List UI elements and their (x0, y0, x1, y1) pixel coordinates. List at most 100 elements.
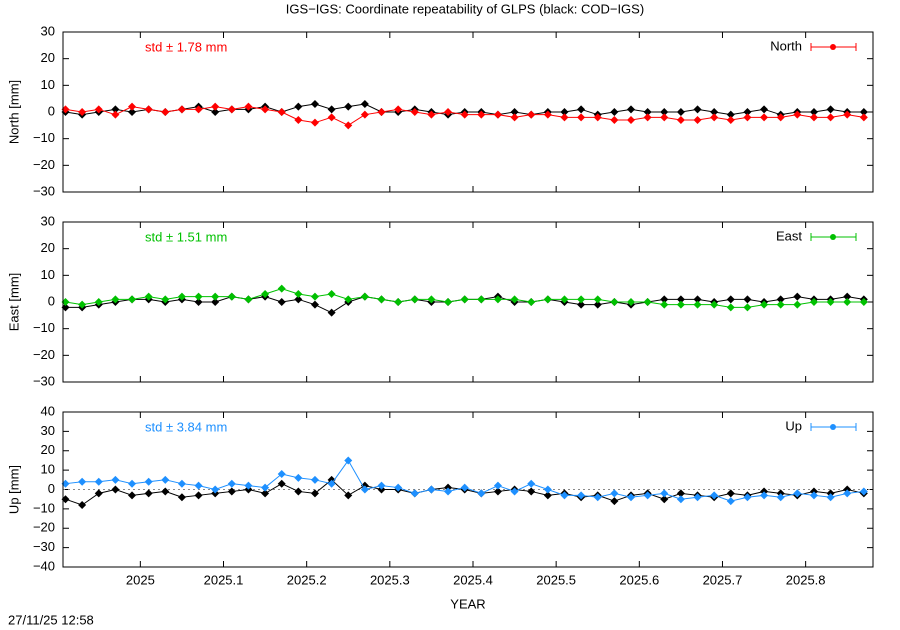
data-point (543, 491, 552, 500)
data-point (194, 481, 203, 490)
data-point (460, 295, 469, 304)
data-point (543, 485, 552, 494)
y-tick-label: −20 (33, 157, 55, 172)
y-axis-label: Up [mm] (6, 465, 21, 514)
data-point (194, 491, 203, 500)
data-point (577, 300, 586, 309)
data-point (676, 300, 685, 309)
data-point (410, 108, 419, 116)
data-point (477, 489, 486, 498)
data-point (427, 485, 436, 494)
data-point (394, 105, 403, 114)
data-point (560, 108, 569, 116)
y-tick-label: 10 (41, 267, 55, 282)
data-point (344, 102, 353, 111)
data-point (128, 102, 137, 111)
data-point (277, 470, 286, 478)
data-point (593, 113, 602, 122)
annotation: std ± 1.51 mm (145, 229, 227, 244)
data-point (493, 481, 502, 490)
data-point (261, 483, 270, 492)
data-point (743, 108, 752, 116)
data-point (144, 292, 153, 301)
data-point (593, 295, 602, 304)
x-tick-label: 2025.3 (370, 572, 410, 587)
data-point (859, 487, 868, 496)
data-point (444, 108, 453, 116)
y-tick-label: 10 (41, 77, 55, 92)
data-point (277, 479, 286, 488)
data-point (660, 295, 669, 304)
data-point (610, 108, 619, 116)
data-point (244, 295, 253, 304)
data-point (477, 295, 486, 304)
data-point (776, 295, 785, 304)
data-point (660, 108, 669, 116)
data-point (310, 118, 319, 127)
data-point (493, 110, 502, 119)
data-point (327, 105, 336, 114)
data-point (676, 495, 685, 504)
data-point (577, 113, 586, 122)
data-point (643, 108, 652, 116)
data-point (493, 487, 502, 496)
data-point (211, 298, 220, 306)
data-point (444, 298, 453, 306)
data-point (543, 110, 552, 119)
data-point (211, 292, 220, 301)
data-point (610, 298, 619, 306)
data-point (643, 113, 652, 122)
data-point (111, 110, 120, 119)
data-point (211, 485, 220, 494)
data-point (826, 298, 835, 306)
data-point (177, 292, 186, 301)
data-point (693, 116, 702, 124)
data-point (427, 295, 436, 304)
data-point (310, 300, 319, 309)
data-point (327, 113, 336, 122)
data-point (261, 489, 270, 498)
data-point (676, 295, 685, 304)
data-point (344, 295, 353, 304)
data-point (859, 113, 868, 122)
data-point (726, 489, 735, 498)
y-tick-label: −30 (33, 539, 55, 554)
data-point (277, 108, 286, 116)
data-point (626, 116, 635, 124)
y-tick-label: −30 (33, 373, 55, 388)
data-point (560, 295, 569, 304)
data-point (310, 100, 319, 108)
data-point (111, 475, 120, 484)
annotation: std ± 1.78 mm (145, 39, 227, 54)
data-point (776, 300, 785, 309)
data-point (394, 298, 403, 306)
y-axis-label: North [mm] (6, 80, 21, 144)
data-point (826, 113, 835, 122)
data-point (710, 491, 719, 500)
data-point (809, 491, 818, 500)
data-point (294, 102, 303, 111)
data-point (460, 110, 469, 119)
y-tick-label: −10 (33, 500, 55, 515)
data-point (676, 116, 685, 124)
data-point (144, 489, 153, 498)
y-tick-label: 30 (41, 213, 55, 228)
data-point (244, 481, 253, 490)
timestamp: 27/11/25 12:58 (8, 612, 94, 627)
data-point (360, 485, 369, 494)
data-point (161, 475, 170, 484)
x-tick-label: 2025.5 (536, 572, 576, 587)
y-axis-label: East [mm] (6, 273, 21, 332)
data-point (194, 105, 203, 114)
data-point (227, 487, 236, 496)
data-point (593, 493, 602, 502)
data-point (793, 110, 802, 119)
data-point (377, 295, 386, 304)
data-point (693, 300, 702, 309)
data-point (327, 290, 336, 298)
data-point (726, 116, 735, 124)
data-point (743, 295, 752, 304)
data-point (94, 105, 103, 114)
data-point (360, 292, 369, 301)
